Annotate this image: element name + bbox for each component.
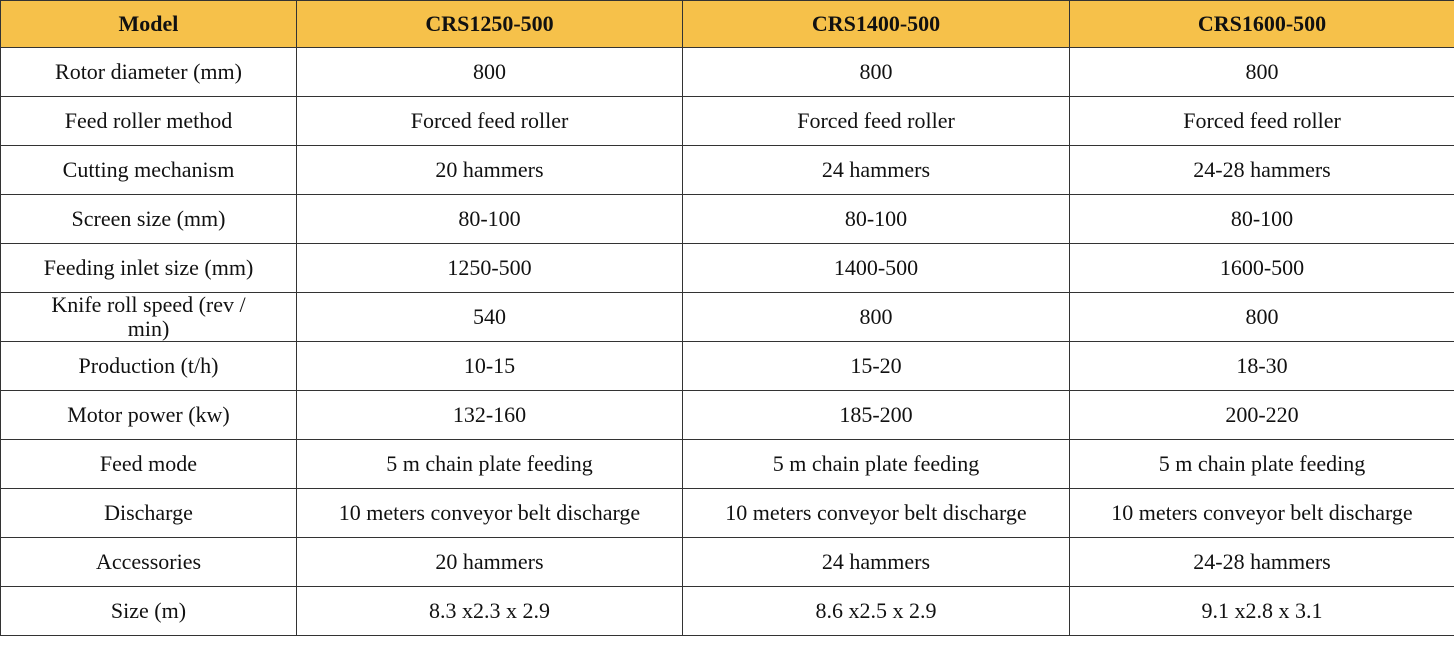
cell: 20 hammers [296,537,683,587]
table-row: Rotor diameter (mm) 800 800 800 [0,47,1454,97]
row-label: Motor power (kw) [0,390,297,440]
table-row: Accessories 20 hammers 24 hammers 24-28 ham… [0,537,1454,587]
cell: 24 hammers [682,537,1070,587]
table-body: Rotor diameter (mm) 800 800 800 Feed roller … [0,47,1454,636]
header-row: Model CRS1250-500 CRS1400-500 CRS1600-500 [0,0,1454,48]
cell: 1400-500 [682,243,1070,293]
row-label: Feeding inlet size (mm) [0,243,297,293]
cell-text: Knife roll speed (rev / min) [51,293,246,341]
cell: 20 hammers [296,145,683,195]
cell: 800 [682,47,1070,97]
cell: Forced feed roller [1069,96,1454,146]
cell: 132-160 [296,390,683,440]
cell: 10-15 [296,341,683,391]
cell: 80-100 [296,194,683,244]
table-row: Feed roller method Forced feed roller Forc… [0,96,1454,146]
header-cell: CRS1600-500 [1069,0,1454,48]
table-row: Size (m) 8.3 x2.3 x 2.9 8.6 x2.5 x 2.9 9.1 … [0,586,1454,636]
row-label: Screen size (mm) [0,194,297,244]
table-row: Knife roll speed (rev / min) 540 800 800 [0,292,1454,342]
cell: 10 meters conveyor belt discharge [1069,488,1454,538]
cell: 5 m chain plate feeding [1069,439,1454,489]
cell: 800 [1069,47,1454,97]
cell: 15-20 [682,341,1070,391]
cell: 185-200 [682,390,1070,440]
cell: 24-28 hammers [1069,145,1454,195]
row-label: Cutting mechanism [0,145,297,195]
cell: 1600-500 [1069,243,1454,293]
cell: 9.1 x2.8 x 3.1 [1069,586,1454,636]
cell: 80-100 [1069,194,1454,244]
cell: 1250-500 [296,243,683,293]
cell: 24-28 hammers [1069,537,1454,587]
cell: 800 [682,292,1070,342]
cell: 8.3 x2.3 x 2.9 [296,586,683,636]
table-row: Cutting mechanism 20 hammers 24 hammers 24-… [0,145,1454,195]
cell: 24 hammers [682,145,1070,195]
table-row: Discharge 10 meters conveyor belt dischar… [0,488,1454,538]
row-label: Discharge [0,488,297,538]
cell: 800 [1069,292,1454,342]
cell: Forced feed roller [296,96,683,146]
table-row: Feed mode 5 m chain plate feeding 5 m chai… [0,439,1454,489]
row-label: Rotor diameter (mm) [0,47,297,97]
header-cell: Model [0,0,297,48]
cell: Forced feed roller [682,96,1070,146]
table-row: Screen size (mm) 80-100 80-100 80-100 [0,194,1454,244]
table-row: Motor power (kw) 132-160 185-200 200-220 [0,390,1454,440]
row-label: Feed roller method [0,96,297,146]
header-cell: CRS1250-500 [296,0,683,48]
cell: 5 m chain plate feeding [296,439,683,489]
cell: 800 [296,47,683,97]
table-row: Feeding inlet size (mm) 1250-500 1400-500 1… [0,243,1454,293]
cell: 200-220 [1069,390,1454,440]
header-cell: CRS1400-500 [682,0,1070,48]
cell: 10 meters conveyor belt discharge [296,488,683,538]
table-row: Production (t/h) 10-15 15-20 18-30 [0,341,1454,391]
row-label: Feed mode [0,439,297,489]
cell: 8.6 x2.5 x 2.9 [682,586,1070,636]
row-label: Knife roll speed (rev / min) [0,292,297,342]
cell: 540 [296,292,683,342]
cell: 10 meters conveyor belt discharge [682,488,1070,538]
cell: 5 m chain plate feeding [682,439,1070,489]
row-label: Production (t/h) [0,341,297,391]
row-label: Size (m) [0,586,297,636]
row-label: Accessories [0,537,297,587]
cell: 18-30 [1069,341,1454,391]
cell: 80-100 [682,194,1070,244]
